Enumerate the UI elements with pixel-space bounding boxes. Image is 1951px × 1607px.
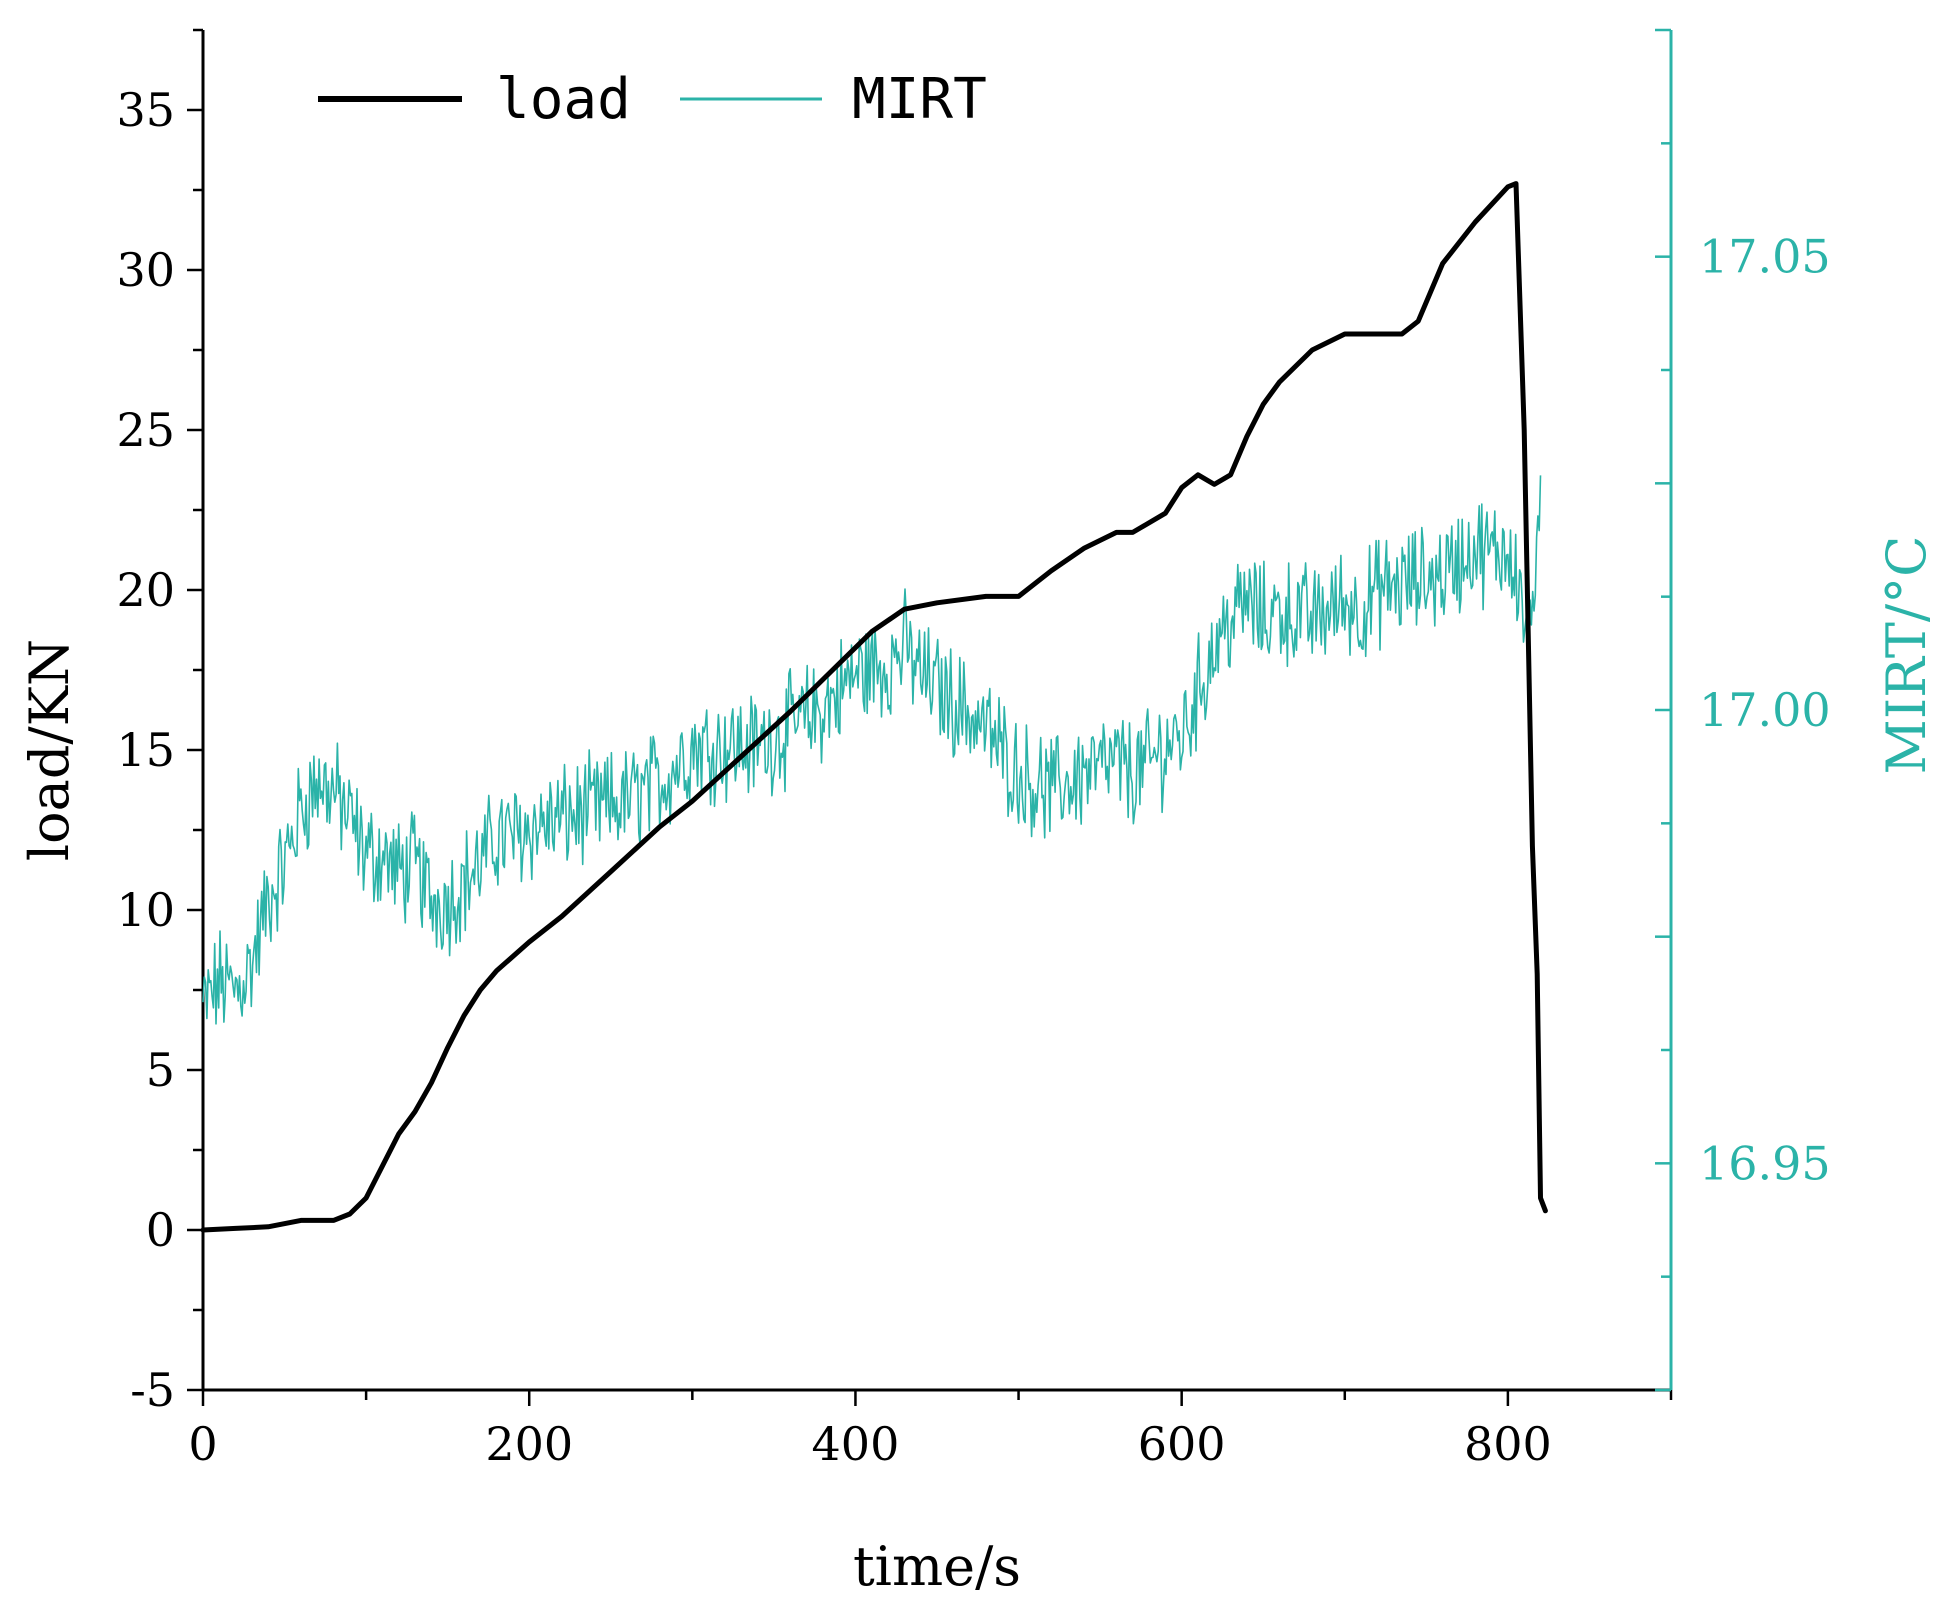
left-y-tick-label: 5 bbox=[146, 1043, 175, 1097]
left-y-tick-label: -5 bbox=[130, 1363, 175, 1417]
x-tick-label: 400 bbox=[812, 1417, 900, 1471]
right-y-axis-title: MIRT/°C bbox=[1875, 536, 1938, 775]
left-y-tick-label: 35 bbox=[116, 83, 175, 137]
legend-label-load: load bbox=[496, 67, 631, 132]
left-y-tick-label: 0 bbox=[146, 1203, 175, 1257]
left-y-tick-label: 20 bbox=[116, 563, 175, 617]
right-y-tick-label: 17.05 bbox=[1699, 230, 1831, 284]
load-series-line bbox=[200, 181, 1548, 1233]
x-tick-label: 800 bbox=[1464, 1417, 1552, 1471]
x-axis-title: time/s bbox=[853, 1535, 1021, 1598]
left-y-tick-label: 15 bbox=[116, 723, 175, 777]
left-y-tick-label: 25 bbox=[116, 403, 175, 457]
mirt-series-line bbox=[202, 475, 1542, 1025]
legend-label-mirt: MIRT bbox=[852, 67, 987, 132]
x-tick-label: 0 bbox=[188, 1417, 217, 1471]
right-y-tick-label: 17.00 bbox=[1699, 683, 1831, 737]
left-y-tick-label: 30 bbox=[116, 243, 175, 297]
left-y-axis-title: load/KN bbox=[18, 639, 81, 861]
x-tick-label: 200 bbox=[485, 1417, 573, 1471]
left-y-tick-label: 10 bbox=[116, 883, 175, 937]
x-tick-label: 600 bbox=[1138, 1417, 1226, 1471]
right-y-tick-label: 16.95 bbox=[1699, 1136, 1831, 1190]
